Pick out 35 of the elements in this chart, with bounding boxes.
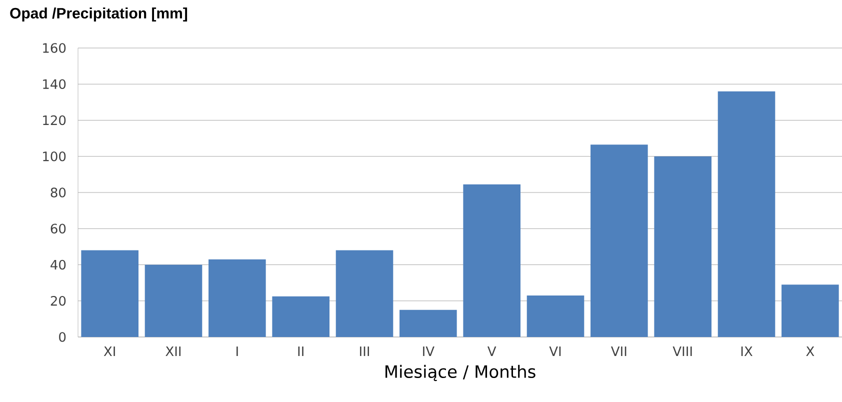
bar: [782, 284, 839, 337]
y-tick-label: 60: [50, 224, 66, 234]
y-tick-label: 20: [50, 296, 66, 306]
y-tick-label: 100: [43, 151, 66, 162]
y-tick-label: 80: [50, 188, 66, 198]
x-tick-label: VII: [610, 346, 626, 356]
bar: [336, 250, 394, 337]
bar: [144, 264, 202, 337]
bar: [590, 144, 648, 337]
x-tick-label: X: [806, 346, 814, 356]
y-tick-label: 40: [50, 260, 66, 270]
x-tick-label: XI: [104, 346, 115, 356]
bar: [208, 259, 266, 337]
x-tick-label: III: [360, 346, 369, 356]
x-tick-label: XII: [166, 346, 181, 356]
bar: [272, 296, 330, 337]
x-tick-label: IX: [741, 346, 752, 356]
x-tick-label: I: [236, 346, 238, 356]
bar: [654, 156, 712, 337]
bar: [81, 250, 138, 337]
bar: [718, 91, 776, 337]
y-tick-label: 120: [43, 115, 66, 126]
y-tick-label: 0: [59, 332, 66, 342]
x-tick-label: VI: [549, 346, 561, 356]
x-axis-title: Miesiące / Months: [386, 364, 536, 382]
x-tick-label: II: [298, 346, 304, 356]
x-tick-label: IV: [423, 346, 434, 356]
y-tick-label: 160: [43, 43, 66, 53]
x-tick-label: V: [487, 346, 496, 356]
y-tick-label: 140: [43, 79, 66, 90]
bar: [400, 310, 457, 337]
bar: [463, 184, 520, 337]
y-axis-title: Opad /Precipitation [mm]: [10, 8, 188, 22]
bar: [526, 295, 584, 337]
x-tick-label: VIII: [672, 346, 692, 356]
